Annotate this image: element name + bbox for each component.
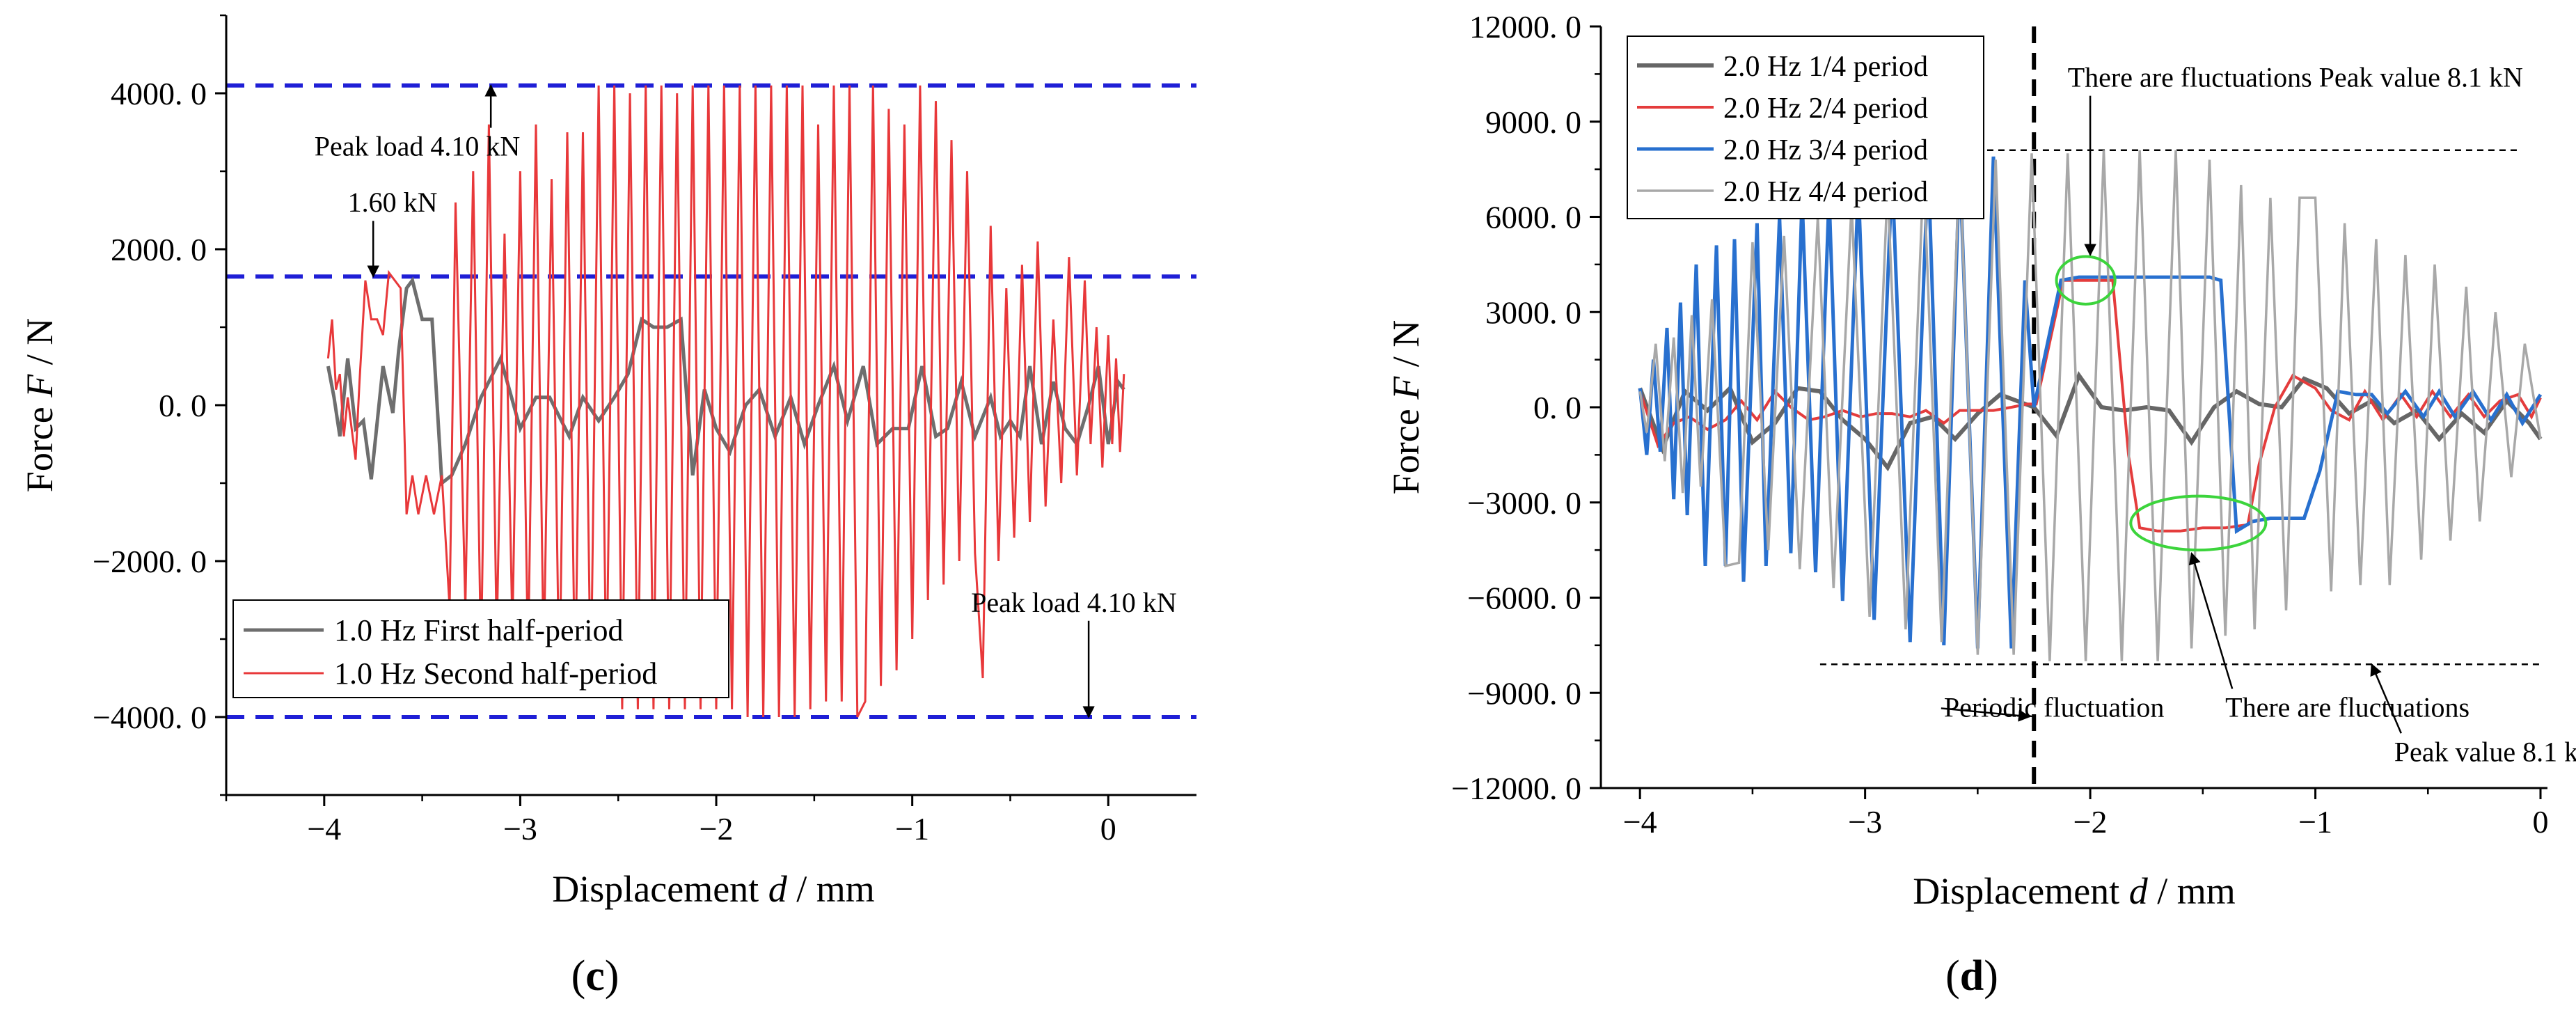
panel-c-x-tick-label-4: −1 xyxy=(895,811,929,847)
panel-d-highlight-ellipse-1 xyxy=(2055,255,2117,306)
panel-d-x-tick-label-2: −3 xyxy=(1848,804,1882,840)
panel-c-x-tick-label-5: 0 xyxy=(1100,811,1116,847)
panel-c-ticks: −4 −3 −2 −1 0 −4000. 0 −2000. 0 0. 0 2000. 0 4000… xyxy=(93,14,1116,847)
panel-d-legend-label-4: 2.0 Hz 4/4 period xyxy=(1723,176,1928,208)
panel-c-x-tick-label-2: −3 xyxy=(503,811,537,847)
panel-c-y-tick-label-4: 2000. 0 xyxy=(111,232,207,267)
panel-c-annotations: Peak load 4.10 kN 1.60 kN Peak load 4.10 k… xyxy=(315,84,1177,718)
panel-d-x-tick-label-3: −2 xyxy=(2073,804,2108,840)
panel-c-series-group xyxy=(326,85,1125,718)
panel-c-y-axis-label: Force F / N xyxy=(19,318,61,492)
panel-d-x-tick-label-4: −1 xyxy=(2298,804,2332,840)
panel-d-series-4-line xyxy=(1638,150,2542,661)
panel-c-y-tick-label-1: −4000. 0 xyxy=(93,700,207,735)
panel-d-y-tick-label-5: 0. 0 xyxy=(1533,390,1581,425)
panel-d-series-1-line xyxy=(1638,371,2543,472)
panel-d-y-tick-label-6: 3000. 0 xyxy=(1485,294,1581,330)
panel-c-legend: 1.0 Hz First half-period 1.0 Hz Second h… xyxy=(232,599,729,698)
panel-c-legend-label-2: 1.0 Hz Second half-period xyxy=(334,656,657,691)
panel-c-y-tick-label-3: 0. 0 xyxy=(159,388,207,423)
panel-d-annotation-4-arrow xyxy=(2370,663,2402,734)
panel-c: −4 −3 −2 −1 0 −4000. 0 −2000. 0 0. 0 2000. 0 4000… xyxy=(19,14,1196,1000)
panel-d: −4 −3 −2 −1 0 −12000. 0 −9000. 0 −6000. 0 −3000.… xyxy=(1385,9,2576,1000)
panel-d-caption: (d) xyxy=(1945,952,1998,1000)
panel-d-y-tick-label-1: −12000. 0 xyxy=(1451,771,1581,806)
panel-d-legend: 2.0 Hz 1/4 period 2.0 Hz 2/4 period 2.0 … xyxy=(1627,36,1984,219)
panel-c-annotation-1: Peak load 4.10 kN xyxy=(315,131,521,162)
panel-d-annotation-4: Peak value 8.1 kN xyxy=(2394,736,2576,767)
panel-c-x-tick-label-3: −2 xyxy=(700,811,734,847)
panel-d-annotation-3: There are fluctuations xyxy=(2225,691,2470,723)
panel-c-legend-label-1: 1.0 Hz First half-period xyxy=(334,613,623,647)
panel-c-legend-box xyxy=(232,599,729,698)
panel-d-y-tick-label-3: −6000. 0 xyxy=(1467,581,1581,616)
panel-d-y-tick-label-9: 12000. 0 xyxy=(1469,9,1581,45)
panel-d-y-tick-label-8: 9000. 0 xyxy=(1485,104,1581,140)
panel-d-annotation-1: There are fluctuations Peak value 8.1 kN xyxy=(2068,62,2523,93)
panel-c-x-axis-label: Displacement d / mm xyxy=(552,868,874,910)
panel-d-x-axis-label: Displacement d / mm xyxy=(1913,870,2235,912)
panel-c-y-tick-label-5: 4000. 0 xyxy=(111,76,207,111)
panel-d-series-group xyxy=(1638,150,2543,661)
panel-d-y-tick-label-2: −9000. 0 xyxy=(1467,675,1581,711)
panel-c-annotation-3: Peak load 4.10 kN xyxy=(971,587,1177,618)
panel-d-highlight-ellipse-2 xyxy=(2129,494,2268,552)
panel-d-legend-label-1: 2.0 Hz 1/4 period xyxy=(1723,51,1928,83)
panel-d-x-tick-label-5: 0 xyxy=(2533,804,2549,840)
panel-d-annotations: There are fluctuations Peak value 8.1 kN… xyxy=(1941,62,2576,767)
panel-c-series-1-line xyxy=(326,276,1125,487)
panel-d-ticks: −4 −3 −2 −1 0 −12000. 0 −9000. 0 −6000. 0 −3000.… xyxy=(1451,9,2548,840)
panel-c-caption: (c) xyxy=(571,952,619,1000)
panel-c-y-tick-label-2: −2000. 0 xyxy=(93,544,207,579)
panel-d-y-axis-label: Force F / N xyxy=(1385,320,1427,494)
panel-c-annotation-2: 1.60 kN xyxy=(348,187,438,218)
panel-d-annotation-2: Periodic fluctuation xyxy=(1944,691,2165,723)
panel-d-annotation-2-arrow xyxy=(1941,707,2031,722)
panel-d-annotation-3-arrow xyxy=(2188,552,2234,689)
panel-d-y-tick-label-4: −3000. 0 xyxy=(1467,485,1581,521)
panel-c-x-tick-label-1: −4 xyxy=(307,811,341,847)
panel-c-series-2-line xyxy=(326,85,1125,718)
panel-d-legend-label-3: 2.0 Hz 3/4 period xyxy=(1723,134,1928,166)
panel-d-highlight-ellipses xyxy=(2055,255,2268,552)
panel-d-y-tick-label-7: 6000. 0 xyxy=(1485,200,1581,235)
panel-d-x-tick-label-1: −4 xyxy=(1623,804,1657,840)
panel-d-series-2-line xyxy=(1638,278,2542,533)
panel-d-legend-label-2: 2.0 Hz 2/4 period xyxy=(1723,93,1928,125)
